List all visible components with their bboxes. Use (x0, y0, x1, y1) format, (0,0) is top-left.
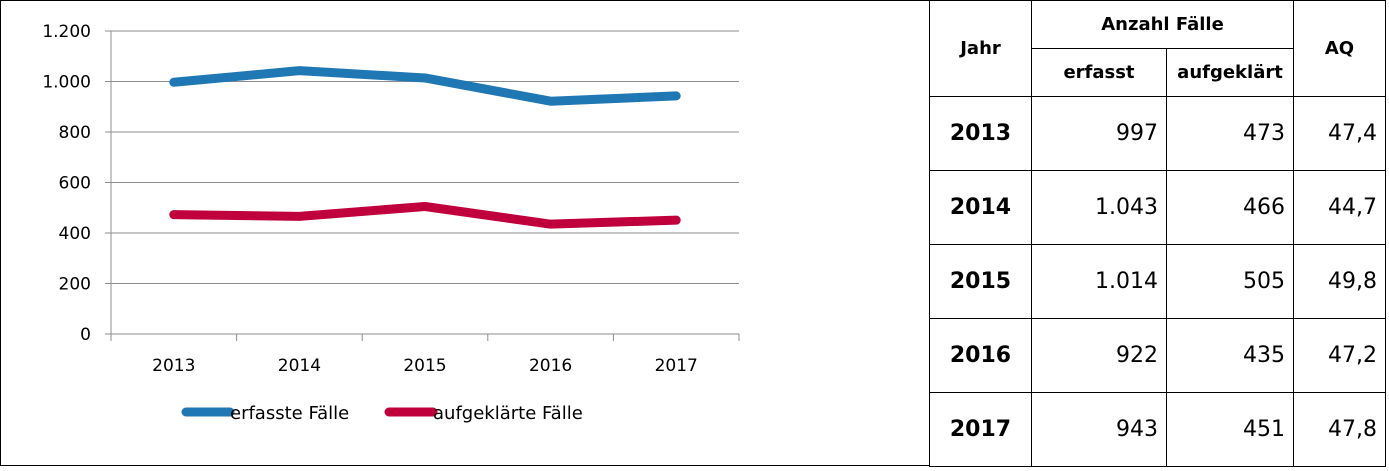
y-tick-label: 800 (59, 123, 91, 143)
y-tick-label: 1.200 (42, 22, 91, 42)
cell-aufgeklaert: 466 (1166, 170, 1294, 245)
chart-panel: 0 200 400 600 800 1.000 1.200 2013 2014 2015 2016 2… (0, 0, 929, 466)
cell-aq: 47,4 (1293, 96, 1386, 171)
cell-erfasst: 997 (1031, 96, 1167, 171)
y-tick-label: 400 (59, 224, 91, 244)
cell-year: 2013 (929, 96, 1032, 171)
legend-label: aufgeklärte Fälle (433, 403, 583, 424)
header-year: Jahr (929, 0, 1032, 97)
cell-aq: 44,7 (1293, 170, 1386, 245)
cell-aq: 49,8 (1293, 244, 1386, 319)
cell-aq: 47,2 (1293, 318, 1386, 393)
header-aq: AQ (1293, 0, 1386, 97)
cell-aufgeklaert: 505 (1166, 244, 1294, 319)
x-tick-label: 2015 (403, 356, 446, 376)
cell-year: 2015 (929, 244, 1032, 319)
cell-erfasst: 1.014 (1031, 244, 1167, 319)
series-line-2 (169, 201, 681, 229)
x-tick-label: 2013 (152, 356, 195, 376)
cell-aq: 47,8 (1293, 392, 1386, 467)
line-chart: 0 200 400 600 800 1.000 1.200 2013 2014 2015 2016 2… (42, 22, 740, 424)
table-row: 2013 997 473 47,4 (929, 96, 1386, 171)
header-anzahl-faelle: Anzahl Fälle (1031, 0, 1294, 49)
header-aufgeklaert: aufgeklärt (1166, 48, 1294, 97)
y-tick-label: 600 (59, 174, 91, 194)
cell-year: 2014 (929, 170, 1032, 245)
cell-erfasst: 1.043 (1031, 170, 1167, 245)
cell-aufgeklaert: 473 (1166, 96, 1294, 171)
table-row: 2014 1.043 466 44,7 (929, 170, 1386, 245)
cell-year: 2017 (929, 392, 1032, 467)
data-table: Jahr Anzahl Fälle AQ erfasst aufgeklärt … (929, 0, 1386, 467)
x-tick-label: 2017 (655, 356, 698, 376)
y-tick-label: 200 (59, 275, 91, 295)
cell-aufgeklaert: 435 (1166, 318, 1294, 393)
y-tick-label: 0 (80, 325, 91, 345)
table-row: 2016 922 435 47,2 (929, 318, 1386, 393)
cell-erfasst: 922 (1031, 318, 1167, 393)
y-tick-label: 1.000 (42, 73, 91, 93)
cell-erfasst: 943 (1031, 392, 1167, 467)
legend-label: erfasste Fälle (230, 403, 349, 424)
table-row: 2017 943 451 47,8 (929, 392, 1386, 467)
table-row: 2015 1.014 505 49,8 (929, 244, 1386, 319)
x-tick-label: 2016 (529, 356, 572, 376)
cell-year: 2016 (929, 318, 1032, 393)
x-tick-label: 2014 (278, 356, 321, 376)
header-erfasst: erfasst (1031, 48, 1167, 97)
series-line-1 (169, 66, 681, 106)
cell-aufgeklaert: 451 (1166, 392, 1294, 467)
